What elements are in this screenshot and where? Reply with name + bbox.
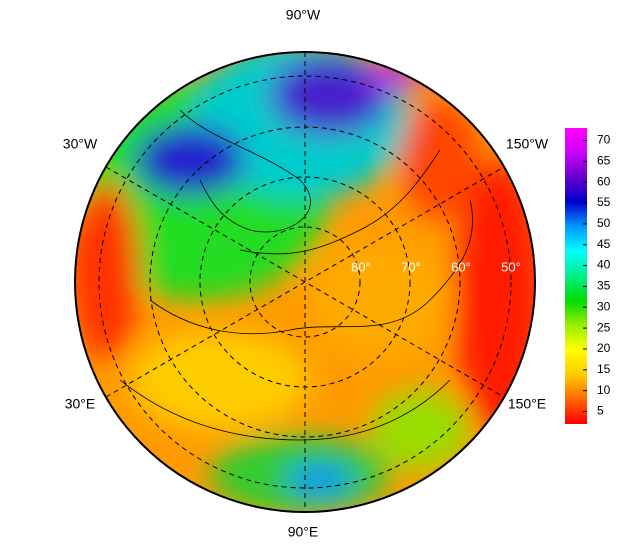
- colorbar-tick-label: 45: [597, 237, 611, 251]
- colorbar-tick-label: 55: [597, 195, 611, 209]
- colorbar-scale: [565, 128, 587, 424]
- colorbar-tick-label: 10: [597, 383, 611, 397]
- colorbar-tick-label: 5: [597, 404, 604, 418]
- longitude-label: 90°W: [286, 7, 321, 23]
- colorbar-tick-label: 40: [597, 258, 611, 272]
- longitude-label: 90°E: [288, 524, 319, 540]
- colorbar-tick-label: 70: [597, 133, 611, 147]
- latitude-label: 50°: [501, 259, 521, 274]
- longitude-label: 150°W: [506, 136, 549, 152]
- latitude-label: 70°: [401, 259, 421, 274]
- latitude-label: 60°: [451, 259, 471, 274]
- colorbar-tick-label: 35: [597, 279, 611, 293]
- colorbar-tick-label: 20: [597, 341, 611, 355]
- longitude-label: 150°E: [508, 396, 546, 412]
- colorbar-tick-label: 50: [597, 216, 611, 230]
- colorbar-tick-label: 65: [597, 154, 611, 168]
- colorbar-tick-label: 30: [597, 299, 611, 313]
- colorbar-tick-label: 60: [597, 174, 611, 188]
- longitude-label: 30°E: [65, 396, 96, 412]
- colorbar-tick-label: 15: [597, 362, 611, 376]
- map-border: [74, 51, 536, 513]
- colorbar-tick-label: 25: [597, 320, 611, 334]
- longitude-label: 30°W: [63, 136, 98, 152]
- map-field: [75, 52, 535, 512]
- latitude-label: 80°: [351, 259, 371, 274]
- colorbar: 5 10 15 20 25 30 35 40 45 50 55 60 65 70: [565, 128, 611, 424]
